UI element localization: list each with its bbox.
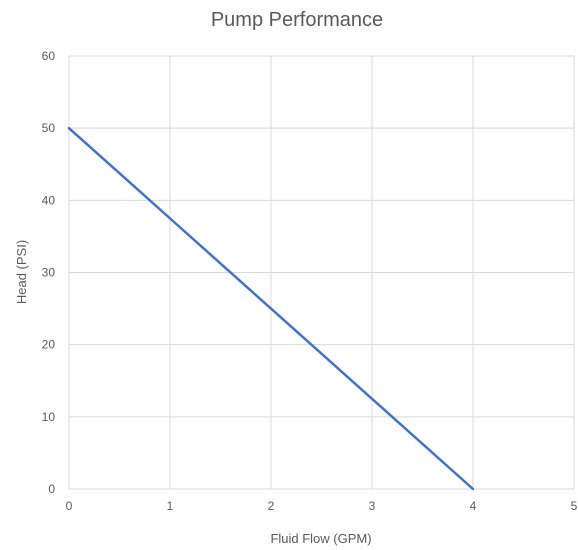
series-line-0 bbox=[67, 126, 475, 491]
y-tick-label: 60 bbox=[42, 49, 56, 63]
x-axis-label: Fluid Flow (GPM) bbox=[270, 531, 371, 546]
y-tick-label: 10 bbox=[42, 410, 56, 424]
x-tick-label: 3 bbox=[369, 499, 376, 513]
x-tick-label: 0 bbox=[66, 499, 73, 513]
x-tick-label: 1 bbox=[167, 499, 174, 513]
y-tick-label: 0 bbox=[48, 482, 55, 496]
y-tick-label: 20 bbox=[42, 338, 56, 352]
y-axis-label: Head (PSI) bbox=[14, 240, 29, 304]
tick-labels: 0 10 20 30 40 50 60 0 1 2 3 4 5 bbox=[42, 49, 578, 513]
chart-title: Pump Performance bbox=[211, 9, 383, 31]
y-tick-label: 50 bbox=[42, 121, 56, 135]
x-tick-label: 2 bbox=[268, 499, 275, 513]
x-tick-label: 5 bbox=[571, 499, 578, 513]
gridlines bbox=[68, 55, 575, 490]
y-tick-label: 30 bbox=[42, 266, 56, 280]
x-tick-label: 4 bbox=[470, 499, 477, 513]
y-tick-label: 40 bbox=[42, 193, 56, 207]
series-lines bbox=[67, 126, 475, 491]
